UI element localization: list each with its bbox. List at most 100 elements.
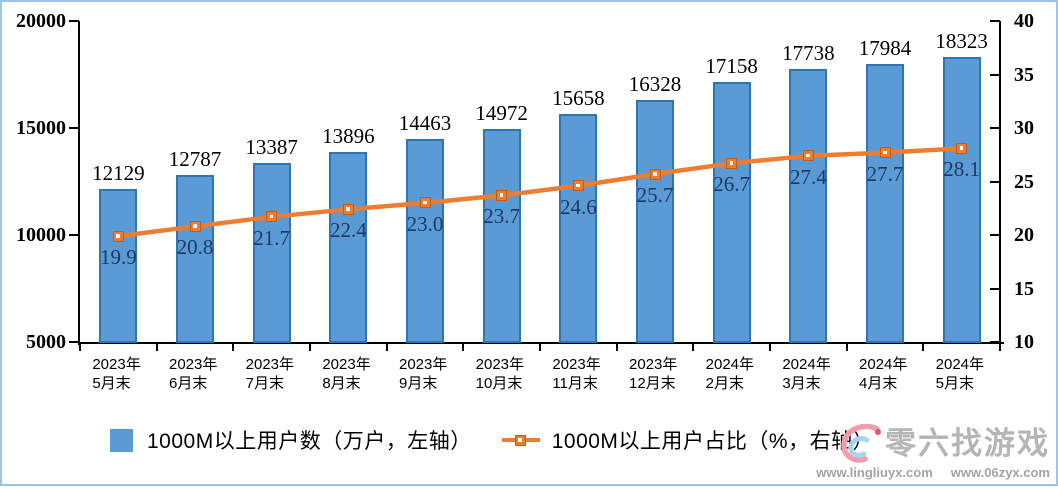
x-axis-label: 2024年 4月末 (859, 356, 908, 392)
bar-value-label: 12787 (168, 147, 222, 172)
line-marker-icon (572, 180, 584, 192)
x-axis-label: 2023年 9月末 (399, 356, 448, 392)
x-axis-tick (155, 344, 158, 351)
x-axis-tick (79, 344, 81, 351)
x-axis-label: 2023年 11月末 (552, 356, 601, 392)
legend-line-marker-icon (514, 434, 526, 446)
x-axis-label: 2023年 5月末 (92, 356, 141, 392)
right-axis-tick-label: 10 (1014, 331, 1034, 353)
right-axis-tick (990, 234, 1000, 236)
x-axis-label: 2023年 6月末 (169, 356, 218, 392)
bar-value-label: 17158 (705, 53, 758, 78)
left-axis-tick (69, 20, 79, 22)
line-value-label: 23.0 (406, 211, 444, 236)
right-axis-tick-label: 15 (1014, 277, 1034, 300)
bar (712, 81, 751, 343)
line-marker-icon (112, 230, 124, 242)
watermark-swirl-logo-icon (841, 424, 881, 463)
watermark: 零六找游戏 www.lingliuyx.com www.06zyx.com (816, 424, 1050, 481)
bar-value-label: 12129 (92, 161, 145, 186)
line-marker-icon (649, 168, 661, 180)
watermark-urls: www.lingliuyx.com www.06zyx.com (816, 465, 1050, 481)
left-axis-tick (69, 234, 79, 236)
x-axis-line (78, 342, 1004, 344)
line-value-label: 19.9 (99, 245, 137, 270)
right-axis-tick (990, 127, 1000, 129)
watermark-brand-row: 零六找游戏 (816, 424, 1050, 464)
line-marker-icon (342, 203, 354, 215)
x-axis-tick (692, 344, 695, 351)
right-axis-tick (990, 73, 1000, 76)
line-value-label: 28.1 (943, 157, 981, 182)
right-axis-line (999, 21, 1001, 345)
right-axis-tick (990, 287, 1000, 290)
bar (329, 151, 368, 343)
line-value-label: 22.4 (329, 218, 367, 243)
line-marker-icon (419, 197, 431, 209)
x-axis-tick (232, 344, 235, 351)
line-marker-icon (879, 147, 891, 159)
legend: 1000M以上用户数（万户，左轴） 1000M以上用户占比（%，右轴） (110, 425, 874, 455)
line-marker-icon (956, 142, 968, 154)
line-value-label: 26.7 (713, 172, 751, 197)
x-axis-label: 2023年 8月末 (322, 356, 371, 392)
right-axis-tick (990, 341, 1000, 343)
bar (866, 64, 904, 343)
x-axis-tick (462, 344, 465, 351)
x-axis-label: 2023年 12月末 (629, 356, 678, 392)
watermark-url-1: www.lingliuyx.com (816, 465, 933, 480)
x-axis-label: 2023年 7月末 (245, 356, 295, 392)
line-value-label: 21.7 (253, 225, 291, 250)
legend-line-swatch-icon (501, 434, 540, 446)
bar-value-label: 14463 (398, 111, 452, 136)
right-axis-tick (990, 180, 1000, 183)
line-marker-icon (726, 157, 738, 169)
right-axis-tick-label: 30 (1014, 117, 1034, 139)
bar (252, 162, 291, 343)
bar-value-label: 16328 (628, 71, 682, 96)
x-axis-tick (769, 344, 771, 351)
right-axis-tick (990, 20, 1000, 22)
bar (942, 56, 981, 343)
right-axis-tick-label: 25 (1014, 170, 1034, 193)
line-marker-icon (266, 211, 278, 223)
x-axis-tick (539, 344, 541, 351)
bar-value-label: 13896 (322, 123, 375, 148)
left-axis-tick (69, 127, 79, 129)
line-value-label: 27.7 (866, 161, 904, 186)
x-axis-tick (922, 344, 925, 351)
right-axis-tick-label: 20 (1014, 224, 1034, 246)
line-value-label: 20.8 (176, 235, 214, 260)
x-axis-label: 2024年 3月末 (782, 356, 831, 392)
line-path (118, 146, 962, 239)
left-axis-tick (69, 341, 79, 343)
legend-line-label: 1000M以上用户占比（%，右轴） (551, 430, 875, 453)
x-axis-tick (309, 344, 311, 351)
x-axis-tick (845, 344, 848, 351)
line-value-label: 23.7 (483, 204, 521, 229)
bar-value-label: 14972 (475, 100, 528, 125)
bar-value-label: 15658 (552, 85, 605, 110)
x-axis-tick (385, 344, 388, 351)
right-axis-tick-label: 35 (1014, 63, 1034, 86)
line-value-label: 24.6 (559, 194, 597, 219)
line-value-label: 25.7 (636, 183, 674, 207)
bar (99, 189, 138, 343)
watermark-brand-text: 零六找游戏 (885, 426, 1050, 461)
legend-bar-label: 1000M以上用户数（万户，左轴） (147, 430, 472, 453)
bar (406, 139, 444, 343)
x-axis-tick (999, 344, 1001, 351)
bar (482, 128, 521, 343)
line-marker-icon (189, 220, 201, 232)
bar (176, 175, 214, 343)
bar (789, 69, 828, 343)
bar (636, 99, 674, 343)
left-axis-line (78, 21, 80, 345)
left-axis-tick-label: 20000 (16, 10, 66, 32)
x-axis-label: 2023年 10月末 (475, 356, 525, 392)
x-axis-label: 2024年 2月末 (705, 356, 755, 392)
right-axis-tick-label: 40 (1014, 10, 1034, 32)
left-axis-tick-label: 10000 (16, 224, 66, 246)
